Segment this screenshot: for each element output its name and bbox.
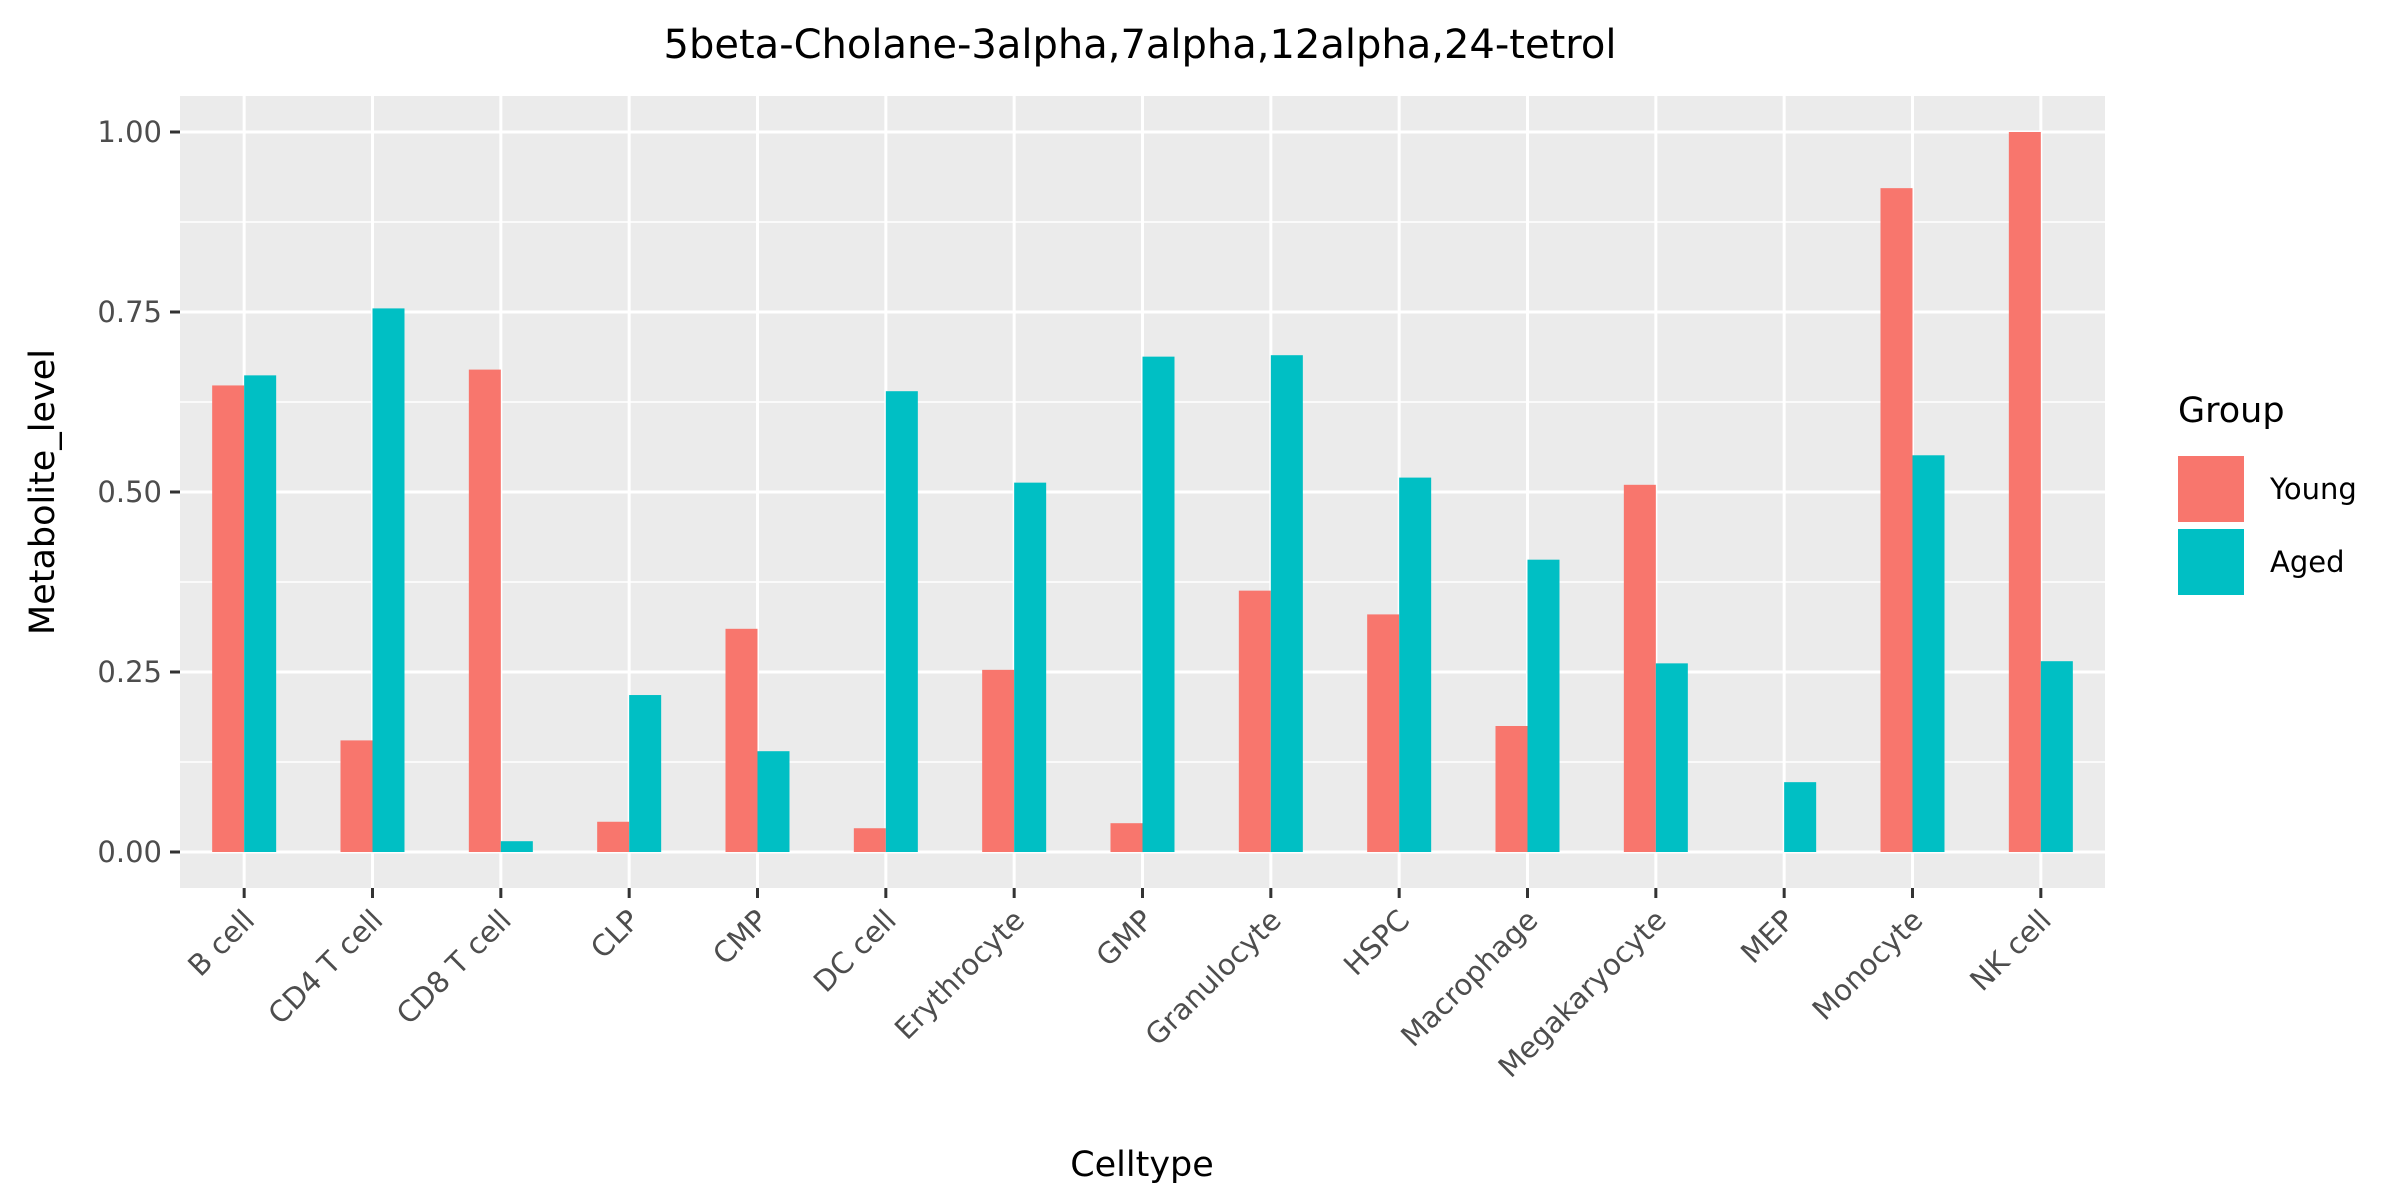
y-tick-label: 0.00: [97, 835, 162, 869]
legend-key-aged: [2178, 529, 2244, 595]
bar-aged: [885, 391, 918, 852]
x-tick-label: GMP: [1089, 903, 1159, 973]
bar-aged: [1655, 663, 1688, 852]
x-axis-title: Celltype: [1070, 1145, 1214, 1185]
bar-young: [1367, 614, 1400, 852]
bar-aged: [2040, 661, 2073, 852]
bar-young: [1110, 823, 1143, 852]
bar-aged: [244, 375, 277, 852]
bar-aged: [629, 695, 662, 852]
x-tick-label: DC cell: [807, 903, 903, 999]
x-tick-label: Erythrocyte: [888, 903, 1031, 1046]
x-tick-label: CLP: [584, 903, 646, 965]
x-tick-label: B cell: [181, 903, 261, 983]
legend-title: Group: [2178, 391, 2285, 431]
x-tick-label: CD8 T cell: [390, 903, 518, 1031]
bar-aged: [757, 751, 790, 852]
bar-young: [1495, 726, 1528, 852]
x-tick-label: NK cell: [1963, 903, 2058, 998]
bar-young: [1623, 484, 1656, 852]
x-tick-label: CMP: [706, 903, 774, 971]
legend-key-young: [2178, 456, 2244, 522]
bar-aged: [1784, 782, 1817, 852]
bar-aged: [1527, 559, 1560, 852]
x-tick-label: Granulocyte: [1139, 903, 1288, 1052]
legend-label-young: Young: [2269, 472, 2357, 506]
x-tick-label: HSPC: [1337, 903, 1416, 982]
bar-young: [597, 821, 630, 852]
bar-aged: [500, 841, 533, 852]
legend: Group Young Aged: [2178, 391, 2357, 595]
bar-young: [982, 669, 1015, 852]
x-tick-label: Monocyte: [1806, 903, 1930, 1027]
bar-young: [1880, 188, 1913, 852]
x-tick-label: MEP: [1734, 903, 1801, 970]
y-axis-title: Metabolite_level: [23, 349, 63, 635]
bar-young: [2008, 132, 2041, 852]
bar-young: [725, 628, 758, 852]
bar-aged: [1912, 455, 1945, 852]
bar-aged: [1270, 355, 1303, 852]
x-tick-label: CD4 T cell: [261, 903, 389, 1031]
bar-young: [1238, 590, 1271, 852]
y-tick-label: 0.75: [97, 295, 162, 329]
bar-young: [340, 740, 373, 852]
bars: [212, 132, 2073, 852]
y-tick-label: 0.50: [97, 475, 162, 509]
y-tick-label: 0.25: [97, 655, 162, 689]
bar-young: [212, 385, 245, 852]
bar-aged: [1399, 477, 1432, 852]
bar-young: [853, 828, 886, 852]
legend-label-aged: Aged: [2270, 545, 2345, 579]
chart-title: 5beta-Cholane-3alpha,7alpha,12alpha,24-t…: [664, 22, 1617, 68]
y-tick-label: 1.00: [97, 115, 162, 149]
bar-young: [468, 369, 501, 852]
bar-aged: [372, 308, 405, 852]
bar-aged: [1142, 356, 1175, 852]
bar-aged: [1014, 482, 1047, 852]
